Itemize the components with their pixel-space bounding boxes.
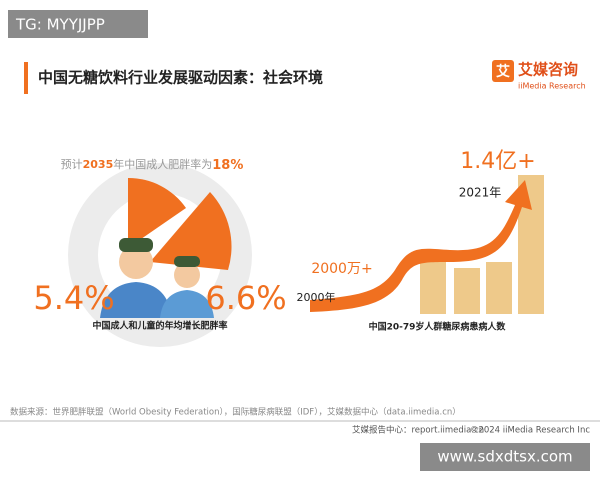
obesity-caption: 中国成人和儿童的年均增长肥胖率	[92, 320, 227, 332]
logo-name: 艾媒咨询	[518, 61, 578, 79]
child-rate: 6.6%	[205, 279, 286, 317]
logo-icon: 艾	[496, 63, 510, 80]
watermark: TG: MYYJJPP	[15, 16, 105, 34]
start-year: 2000年	[297, 290, 336, 304]
start-value: 2000万+	[311, 261, 372, 277]
top-year: 2021年	[459, 186, 502, 200]
report-center: 艾媒报告中心：report.iimedia.cn	[352, 425, 484, 436]
logo-icon-box	[492, 60, 514, 82]
watermark-box	[8, 10, 148, 38]
copyright: ©2024 iiMedia Research Inc	[470, 426, 590, 436]
forecast: 预计2035年中国成人肥胖率为18%	[61, 157, 244, 173]
title: 中国无糖饮料行业发展驱动因素：社会环境	[38, 69, 323, 87]
logo-sub: iiMedia Research	[518, 82, 586, 91]
obesity-graphic	[68, 163, 252, 347]
diabetes-caption: 中国20-79岁人群糖尿病患病人数	[369, 321, 507, 333]
watermark-box	[420, 443, 590, 471]
watermark: www.sdxdtsx.com	[437, 448, 572, 466]
top-value: 1.4亿+	[460, 149, 535, 174]
source: 数据来源：世界肥胖联盟（World Obesity Federation），国际…	[10, 407, 461, 418]
forecast-year: 2035	[83, 158, 114, 171]
adult-rate: 5.4%	[33, 279, 114, 317]
forecast-text: 年中国成人肥胖率为	[113, 157, 212, 171]
title-accent	[24, 62, 28, 94]
forecast-value: 18%	[212, 158, 243, 173]
diabetes-graphic	[310, 175, 544, 314]
forecast-text: 预计	[61, 158, 83, 171]
